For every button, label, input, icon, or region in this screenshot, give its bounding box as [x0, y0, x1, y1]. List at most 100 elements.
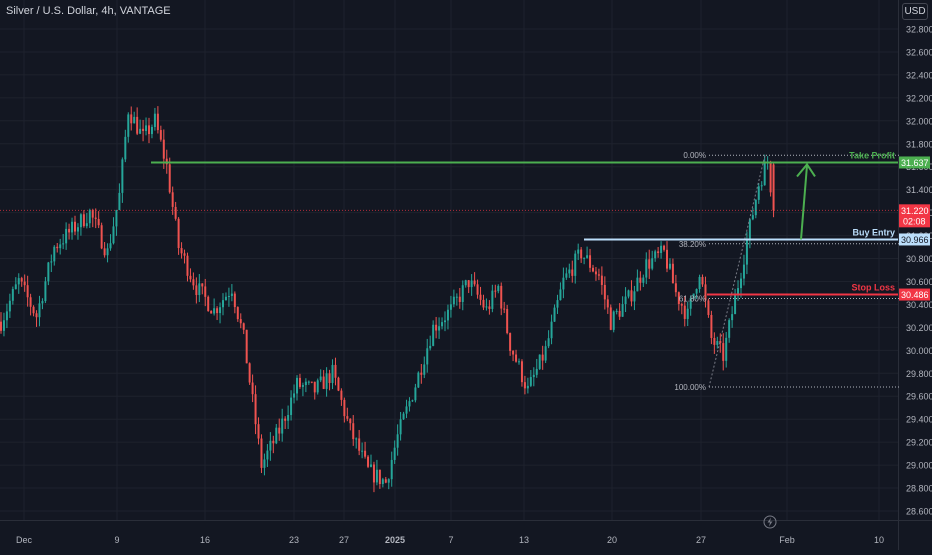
y-tick-label: 32.600 [906, 47, 932, 57]
candle-body [586, 255, 589, 258]
candle-body [313, 381, 316, 393]
candle-body [219, 307, 222, 314]
candle-body [192, 279, 195, 286]
candle-body [263, 459, 266, 468]
candle-body [470, 280, 473, 288]
candle-body [520, 361, 523, 383]
candle-body [17, 278, 20, 285]
price-axis[interactable]: 32.800 32.600 32.400 32.200 32.000 31.800 31.6… [899, 25, 932, 517]
candle-body [429, 345, 432, 349]
candle-body [210, 311, 213, 314]
candle-body [239, 319, 242, 324]
candle-body [372, 464, 375, 483]
y-tick-label: 30.400 [906, 300, 932, 310]
candle-body [177, 218, 180, 249]
candle-body [482, 299, 485, 308]
candle-body [754, 199, 757, 216]
candle-body [666, 249, 668, 269]
candle-body [414, 387, 417, 401]
candle-body [367, 456, 370, 467]
candle-body [719, 340, 722, 344]
candle-body [701, 276, 704, 285]
lightning-bolt-icon[interactable] [763, 515, 777, 529]
candle-body [594, 271, 597, 275]
y-tick-label: 29.800 [906, 369, 932, 379]
candle-body [740, 278, 742, 289]
candle-body [189, 275, 192, 280]
candle-body [124, 136, 127, 160]
x-tick-label: 27 [339, 535, 349, 545]
candle-body [568, 269, 571, 274]
candle-body [257, 424, 260, 439]
candle-body [130, 114, 133, 124]
candle-body [772, 164, 775, 211]
candle-body [630, 290, 633, 302]
candle-body [230, 293, 233, 296]
candle-body [245, 329, 248, 364]
candle-body [168, 164, 171, 193]
y-tick-label: 30.800 [906, 254, 932, 264]
candle-body [692, 293, 695, 299]
fib-level-label: 100.00% [674, 383, 706, 392]
candle-body [216, 308, 219, 314]
candle-body [183, 253, 186, 256]
symbol-title[interactable]: Silver / U.S. Dollar, 4h, VANTAGE [6, 5, 171, 17]
candle-body [660, 245, 663, 253]
candle-body [491, 290, 494, 309]
candle-body [82, 214, 85, 227]
time-axis[interactable]: Dec 9 16 23 27 2025 7 13 20 27 Feb 10 [16, 535, 884, 545]
candle-body [657, 251, 660, 253]
candle-body [518, 361, 520, 363]
level-price-tag [899, 288, 930, 301]
currency-button[interactable]: USD [902, 3, 928, 20]
candle-body [411, 400, 414, 402]
candle-body [763, 163, 766, 186]
candle-body [38, 303, 41, 318]
candle-body [606, 299, 609, 308]
candle-body [583, 257, 586, 259]
candle-body [683, 305, 686, 319]
candle-body [408, 401, 411, 407]
candle-body [523, 382, 526, 389]
fib-level-label: 0.00% [683, 151, 706, 160]
candle-body [201, 283, 204, 287]
candle-body [310, 381, 313, 383]
candle-body [14, 284, 17, 290]
candle-body [541, 354, 544, 361]
candle-body [494, 290, 497, 292]
candle-body [639, 277, 642, 283]
y-tick-label: 32.200 [906, 93, 932, 103]
candle-body [488, 306, 491, 309]
candle-body [633, 291, 636, 302]
candle-body [97, 218, 100, 226]
candle-body [358, 438, 361, 451]
candle-body [698, 276, 701, 290]
candle-body [41, 301, 44, 304]
candle-body [121, 159, 124, 193]
candle-body [677, 292, 680, 304]
candle-body [399, 419, 402, 435]
candle-body [88, 210, 91, 224]
candle-body [597, 274, 600, 276]
target-arrow-shaft [800, 165, 808, 240]
candle-body [103, 248, 106, 256]
candle-body [136, 116, 139, 134]
candle-body [127, 114, 130, 137]
candle-body [278, 427, 281, 434]
fib-level-label: 61.80% [679, 295, 706, 304]
candle-body [50, 261, 53, 263]
candle-body [44, 281, 47, 302]
candle-body [461, 285, 464, 303]
y-tick-label: 30.200 [906, 323, 932, 333]
candle-body [565, 273, 568, 278]
candle-body [618, 310, 621, 317]
candle-body [464, 280, 467, 286]
candle-body [71, 221, 74, 233]
candle-body [668, 263, 671, 269]
candle-body [722, 343, 725, 361]
candle-body [79, 214, 82, 228]
candle-body [648, 259, 651, 269]
candle-body [139, 128, 142, 134]
